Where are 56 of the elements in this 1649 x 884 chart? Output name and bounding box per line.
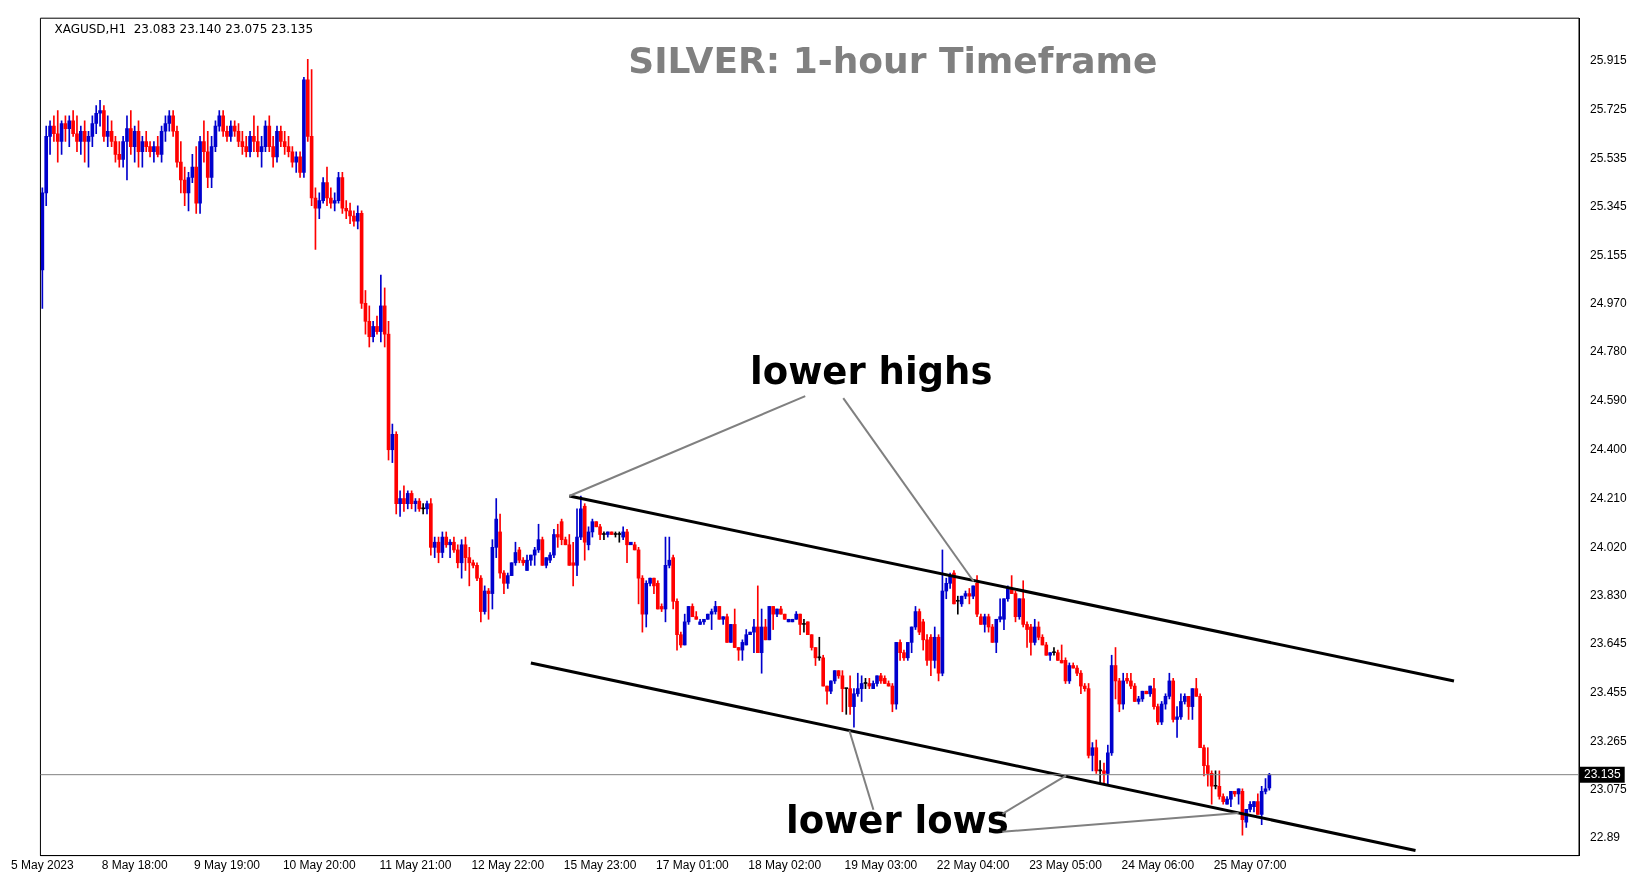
y-tick-label: 23.830 (1590, 588, 1628, 603)
x-tick-label: 17 May 01:00 (656, 858, 730, 873)
x-tick-label: 5 May 2023 (11, 858, 75, 873)
x-tick-label: 19 May 03:00 (844, 858, 918, 873)
candlestick (955, 595, 960, 615)
candlestick (67, 115, 72, 147)
candlestick (555, 523, 560, 548)
x-tick-label: 18 May 02:00 (748, 858, 822, 873)
x-tick-label: 24 May 06:00 (1121, 858, 1195, 873)
annotation: lower highs (750, 349, 993, 393)
y-tick-label: 24.400 (1590, 442, 1628, 457)
annotation: XAGUSD,H1 23.083 23.140 23.075 23.135 (54, 22, 314, 37)
x-tick-label: 8 May 18:00 (101, 858, 169, 873)
annotation: lower lows (786, 799, 1009, 843)
x-tick-label: 15 May 23:00 (563, 858, 637, 873)
y-tick-label: 24.970 (1590, 295, 1628, 310)
y-tick-label: 25.915 (1590, 52, 1628, 67)
candlestick (421, 503, 425, 515)
y-tick-label: 24.780 (1590, 344, 1628, 359)
candlestick (844, 687, 849, 715)
x-tick-label: 22 May 04:00 (936, 858, 1010, 873)
x-tick-label: 10 May 20:00 (282, 858, 356, 873)
candlestick (571, 541, 575, 587)
candlestick (1102, 762, 1106, 785)
candlestick (125, 115, 129, 181)
y-tick-label: 23.075 (1590, 782, 1628, 797)
candlestick (402, 485, 406, 512)
text: SILVER: 1-hour Timeframe (628, 39, 1158, 81)
y-tick-label: 25.535 (1590, 150, 1628, 165)
candlestick (617, 531, 622, 543)
candlestick (752, 618, 756, 653)
candlestick (802, 618, 806, 633)
y-tick-label: 23.645 (1590, 635, 1628, 650)
x-tick-label: 25 May 07:00 (1213, 858, 1287, 873)
x-tick-label: 9 May 19:00 (193, 858, 261, 873)
y-tick-label: 23.265 (1590, 733, 1628, 748)
candlestick (348, 202, 352, 225)
x-tick-label: 23 May 05:00 (1029, 858, 1103, 873)
y-tick-label: 24.210 (1590, 490, 1628, 505)
candlestick (398, 490, 402, 517)
ref-line-label: 23.135 (1584, 767, 1622, 781)
x-tick-label: 12 May 22:00 (471, 858, 545, 873)
candlestick (105, 115, 110, 147)
y-tick-label: 24.020 (1590, 539, 1628, 554)
y-tick-label: 25.155 (1590, 248, 1628, 263)
y-tick-label: 25.725 (1590, 101, 1628, 116)
candlestick (1052, 647, 1056, 656)
x-tick-label: 11 May 21:00 (379, 858, 452, 873)
candlestick (282, 130, 287, 155)
y-tick-label: 22.89 (1590, 829, 1621, 844)
y-tick-label: 24.590 (1590, 393, 1628, 408)
candlestick (252, 115, 256, 153)
y-tick-label: 23.455 (1590, 684, 1628, 699)
y-tick-label: 25.345 (1590, 199, 1628, 214)
candlestick (448, 539, 452, 558)
candlestick (294, 151, 299, 173)
